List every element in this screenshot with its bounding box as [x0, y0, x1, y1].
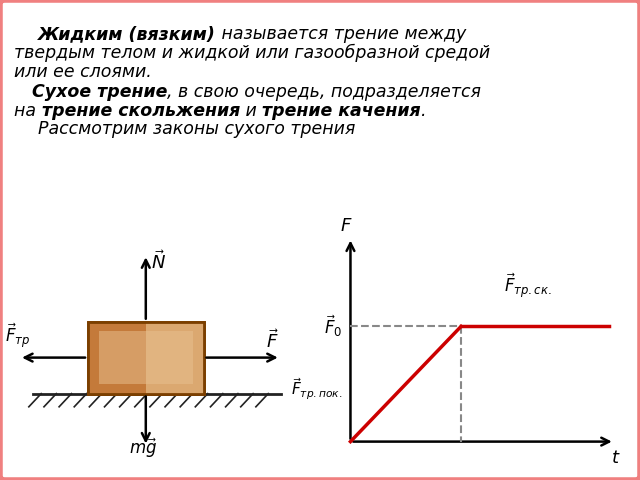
Text: $t$: $t$: [611, 449, 621, 467]
Text: $m\vec{g}$: $m\vec{g}$: [129, 437, 157, 460]
Text: и: и: [240, 102, 262, 120]
Text: $F$: $F$: [340, 217, 352, 235]
Text: , в свою очередь, подразделяется: , в свою очередь, подразделяется: [168, 83, 481, 101]
Text: твердым телом и жидкой или газообразной средой: твердым телом и жидкой или газообразной …: [14, 44, 490, 62]
Bar: [88, 322, 204, 394]
Text: $\vec{N}$: $\vec{N}$: [151, 250, 166, 273]
Text: Жидким (вязким): Жидким (вязким): [38, 25, 216, 43]
Text: $\vec{F}_0$: $\vec{F}_0$: [324, 313, 343, 339]
Bar: [88, 322, 204, 394]
Text: Рассмотрим законы сухого трения: Рассмотрим законы сухого трения: [38, 120, 355, 138]
Text: или ее слоями.: или ее слоями.: [14, 63, 152, 81]
Text: $\vec{F}_{тр}$: $\vec{F}_{тр}$: [5, 322, 31, 350]
Text: трение скольжения: трение скольжения: [42, 102, 240, 120]
Text: Сухое трение: Сухое трение: [14, 83, 168, 101]
Bar: [99, 331, 193, 384]
Text: $\vec{F}_{тр.пок.}$: $\vec{F}_{тр.пок.}$: [291, 376, 343, 402]
Bar: [88, 322, 146, 394]
Text: на: на: [14, 102, 42, 120]
Bar: [146, 322, 204, 394]
Text: $\vec{F}$: $\vec{F}$: [266, 329, 278, 351]
Text: называется трение между: называется трение между: [216, 25, 466, 43]
Text: .: .: [420, 102, 426, 120]
Text: трение качения: трение качения: [262, 102, 420, 120]
Text: $\vec{F}_{тр.ск.}$: $\vec{F}_{тр.ск.}$: [504, 271, 552, 300]
